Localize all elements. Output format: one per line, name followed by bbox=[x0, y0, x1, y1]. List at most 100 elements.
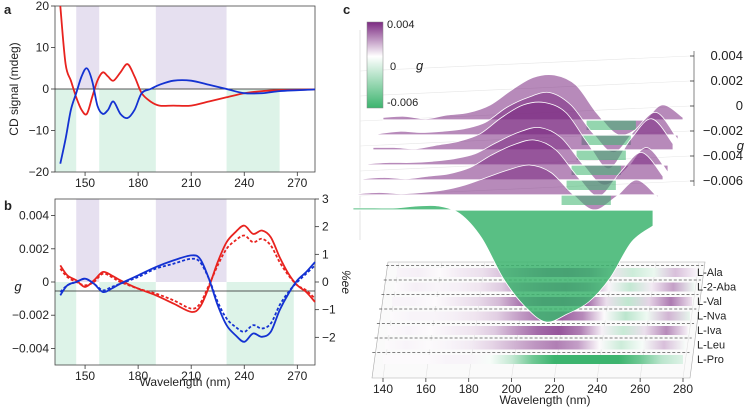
surface-L-Pro bbox=[352, 204, 654, 323]
surface-neg-L-Iva bbox=[566, 180, 616, 190]
surface-neg-L-Leu bbox=[561, 195, 611, 205]
c-xtick-label-200: 200 bbox=[502, 382, 522, 396]
ytick-right-label-3: 3 bbox=[322, 192, 329, 206]
panel-a: 150 180 210 240 270 −20 −10 0 10 20 CD signal (m… bbox=[7, 0, 316, 190]
c-xtick-label-160: 160 bbox=[416, 382, 436, 396]
ytick-right-label-2: 2 bbox=[322, 220, 329, 234]
colorbar-min: -0.006 bbox=[387, 97, 418, 109]
panel-b-yticks-right: −2 −1 0 1 2 3 bbox=[315, 192, 336, 344]
band-green-2 bbox=[226, 282, 294, 365]
floor-grid-280 bbox=[682, 261, 700, 379]
ztick-label-0.004: 0.004 bbox=[710, 48, 743, 63]
c-xtick-label-260: 260 bbox=[630, 382, 650, 396]
ytick-label--0.004: −0.004 bbox=[12, 341, 49, 355]
panel-c-amino-labels: L-Ala L-2-Aba L-Val L-Nva L-Iva L-Leu L-Pro bbox=[697, 267, 737, 366]
ytick-right-label--1: −1 bbox=[322, 303, 336, 317]
colorbar-gradient bbox=[366, 21, 384, 109]
ztick-label--0.002: −0.002 bbox=[703, 123, 743, 138]
amino-label-L-Nva: L-Nva bbox=[697, 311, 727, 323]
amino-label-L-Iva: L-Iva bbox=[697, 325, 722, 337]
amino-label-L-Val: L-Val bbox=[697, 296, 722, 308]
panel-c: L-Ala L-2-Aba L-Val L-Nva L-Iva L-Leu L-Pro 0.… bbox=[352, 19, 745, 407]
ytick-label-0.002: 0.002 bbox=[19, 242, 49, 256]
panel-c-xticks: 140 160 180 200 220 240 260 280 bbox=[373, 378, 693, 396]
amino-label-L-Ala: L-Ala bbox=[697, 267, 724, 279]
panel-c-zticks: 0.004 0.002 0 −0.002 −0.004 −0.006 bbox=[690, 48, 743, 188]
series-red-dashed bbox=[59, 234, 316, 310]
panel-label-a: a bbox=[4, 2, 12, 17]
series-blue bbox=[59, 67, 316, 164]
panel-a-ylabel: CD signal (mdeg) bbox=[7, 42, 21, 135]
ytick-label-20: 20 bbox=[36, 0, 50, 13]
xtick-label-180: 180 bbox=[128, 369, 148, 383]
series-red bbox=[59, 224, 316, 313]
xtick-label-150: 150 bbox=[75, 176, 95, 190]
colorbar-mid: 0 bbox=[390, 61, 396, 73]
band-green-1 bbox=[99, 89, 156, 172]
ytick-label--20: −20 bbox=[29, 165, 50, 179]
panel-b-xlabel: Wavelength (nm) bbox=[140, 375, 231, 389]
ytick-label-0: 0 bbox=[42, 275, 49, 289]
ytick-label-0.004: 0.004 bbox=[19, 209, 49, 223]
surface-neg-L-Nva bbox=[571, 165, 621, 175]
c-xtick-label-240: 240 bbox=[587, 382, 607, 396]
panel-b-bands bbox=[55, 199, 294, 365]
xtick-label-240: 240 bbox=[234, 176, 254, 190]
c-xtick-label-180: 180 bbox=[459, 382, 479, 396]
panel-c-zlabel: g bbox=[737, 138, 745, 153]
band-green-0 bbox=[55, 282, 77, 365]
backwall-grid-0 bbox=[359, 55, 691, 72]
ztick-label-0: 0 bbox=[736, 98, 743, 113]
band-green-1 bbox=[99, 282, 156, 365]
xtick-label-240: 240 bbox=[234, 369, 254, 383]
xtick-label-270: 270 bbox=[287, 369, 307, 383]
strip-L-Iva bbox=[387, 326, 688, 335]
amino-label-L-Leu: L-Leu bbox=[697, 340, 725, 352]
xtick-label-210: 210 bbox=[181, 369, 201, 383]
xtick-label-210: 210 bbox=[181, 176, 201, 190]
panel-b: 150 180 210 240 270 −0.004−0.00200.0020.004 … bbox=[12, 192, 353, 389]
band-purple-1 bbox=[155, 6, 227, 89]
xtick-label-180: 180 bbox=[128, 176, 148, 190]
ztick-label--0.004: −0.004 bbox=[703, 148, 743, 163]
amino-label-L-Pro: L-Pro bbox=[697, 354, 724, 366]
c-xtick-label-220: 220 bbox=[544, 382, 564, 396]
panel-a-lines bbox=[59, 5, 316, 164]
panel-b-lines bbox=[59, 224, 316, 343]
amino-label-L-2-Aba: L-2-Aba bbox=[697, 282, 737, 294]
band-green-2 bbox=[226, 89, 280, 172]
ytick-right-label-1: 1 bbox=[322, 247, 329, 261]
panel-c-colorbar: 0.004 0 -0.006 g bbox=[366, 19, 424, 109]
ytick-right-label-0: 0 bbox=[322, 275, 329, 289]
band-purple-0 bbox=[76, 199, 100, 282]
panel-b-ylabel: g bbox=[14, 279, 22, 294]
ytick-label--10: −10 bbox=[29, 124, 50, 138]
panel-b-xticks: 150 180 210 240 270 bbox=[75, 365, 308, 383]
surface-neg-L-Ala bbox=[586, 120, 636, 130]
panel-a-yticks: −20 −10 0 10 20 bbox=[29, 0, 55, 179]
c-xtick-label-140: 140 bbox=[373, 382, 393, 396]
ytick-label--0.002: −0.002 bbox=[12, 308, 49, 322]
panel-b-ylabel-right: %ee bbox=[339, 270, 353, 294]
xtick-label-150: 150 bbox=[75, 369, 95, 383]
panel-label-c: c bbox=[343, 2, 350, 17]
panel-b-yticks: −0.004 −0.002 0 0.002 0.004 bbox=[12, 209, 55, 355]
xtick-label-270: 270 bbox=[287, 176, 307, 190]
series-blue-dashed bbox=[59, 257, 316, 333]
panel-label-b: b bbox=[4, 198, 12, 213]
surface-neg-L-Val bbox=[576, 150, 626, 160]
colorbar-label: g bbox=[416, 58, 424, 73]
strip-L-Pro bbox=[383, 355, 683, 364]
ytick-label-10: 10 bbox=[36, 41, 50, 55]
surface-neg-L-2-Aba bbox=[581, 135, 631, 145]
band-purple-0 bbox=[76, 6, 100, 89]
panel-a-xticks: 150 180 210 240 270 bbox=[75, 172, 308, 190]
panel-c-surfaces bbox=[352, 74, 695, 323]
ztick-label-0.002: 0.002 bbox=[710, 73, 743, 88]
panel-c-xlabel: Wavelength (nm) bbox=[500, 393, 591, 407]
ytick-label-0: 0 bbox=[42, 82, 49, 96]
ytick-right-label--2: −2 bbox=[322, 330, 336, 344]
colorbar-max: 0.004 bbox=[387, 19, 415, 31]
